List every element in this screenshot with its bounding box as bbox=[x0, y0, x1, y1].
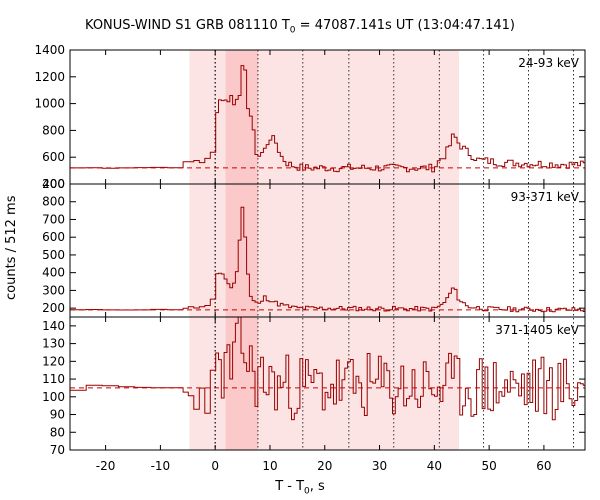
y-tick-label: 1000 bbox=[34, 97, 65, 111]
y-tick-label: 800 bbox=[42, 195, 65, 209]
y-tick-label: 100 bbox=[42, 390, 65, 404]
energy-band-label: 93-371 keV bbox=[511, 190, 580, 204]
x-tick-label: -20 bbox=[96, 459, 116, 473]
y-tick-label: 1400 bbox=[34, 43, 65, 57]
y-tick-label: 700 bbox=[42, 212, 65, 226]
x-tick-label: 0 bbox=[211, 459, 219, 473]
y-tick-label: 500 bbox=[42, 248, 65, 262]
panel-frame bbox=[69, 316, 586, 451]
y-tick-label: 600 bbox=[42, 150, 65, 164]
x-tick-label: 40 bbox=[427, 459, 442, 473]
y-tick-label: 90 bbox=[50, 408, 65, 422]
y-tick-label: 70 bbox=[50, 443, 65, 457]
x-tick-label: 30 bbox=[372, 459, 387, 473]
y-tick-label: 80 bbox=[50, 425, 65, 439]
y-tick-label: 400 bbox=[42, 177, 65, 191]
light-curve-series bbox=[70, 65, 585, 173]
x-tick-label: 60 bbox=[536, 459, 551, 473]
y-tick-label: 110 bbox=[42, 372, 65, 386]
x-tick-label: 10 bbox=[262, 459, 277, 473]
x-axis-label: T - T0, s bbox=[275, 479, 325, 497]
chart-title: KONUS-WIND S1 GRB 081110 T0 = 47087.141s… bbox=[85, 18, 515, 36]
energy-band-label: 24-93 keV bbox=[518, 56, 580, 70]
interval-shade-peak bbox=[225, 50, 258, 450]
y-tick-label: 140 bbox=[42, 319, 65, 333]
y-tick-label: 800 bbox=[42, 123, 65, 137]
y-tick-label: 300 bbox=[42, 283, 65, 297]
y-tick-label: 130 bbox=[42, 337, 65, 351]
light-curve-series bbox=[70, 316, 585, 421]
energy-band-label: 371-1405 keV bbox=[495, 323, 579, 337]
y-tick-label: 400 bbox=[42, 266, 65, 280]
light-curve-series bbox=[70, 206, 585, 313]
y-tick-label: 200 bbox=[42, 301, 65, 315]
y-tick-label: 600 bbox=[42, 230, 65, 244]
y-tick-label: 200 bbox=[42, 177, 65, 191]
panel-1: 400 600 800 1000 1200 1400 200 24-93 keV bbox=[34, 43, 586, 191]
y-tick-label: 1200 bbox=[34, 70, 65, 84]
y-axis-label: counts / 512 ms bbox=[4, 195, 19, 300]
panel-3: 70 80 90 100 110 120 130 140 371-1405 keV bbox=[42, 316, 586, 457]
x-tick-label: 50 bbox=[481, 459, 496, 473]
x-tick-label: 20 bbox=[317, 459, 332, 473]
x-tick-label: -10 bbox=[151, 459, 171, 473]
y-tick-label: 120 bbox=[42, 354, 65, 368]
